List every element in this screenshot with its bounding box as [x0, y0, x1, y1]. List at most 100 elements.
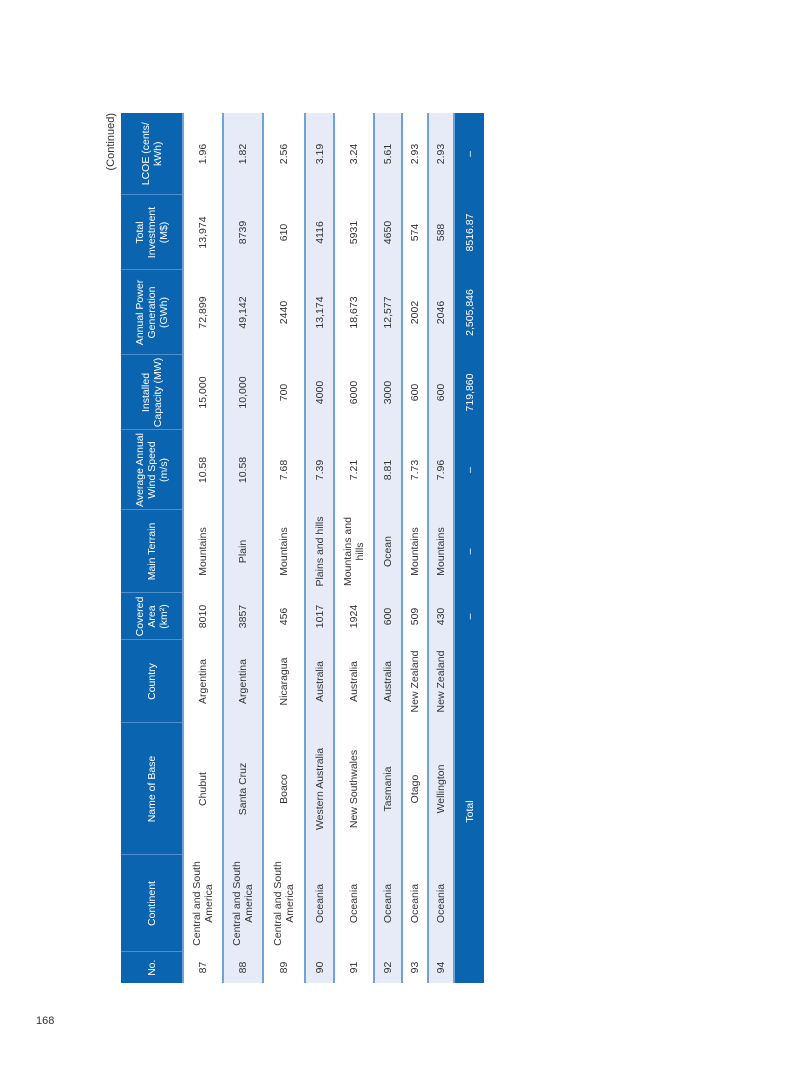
table-cell: 8739 [223, 195, 263, 270]
wind-bases-table: No. Continent Name of Base Country Covered A… [121, 113, 484, 983]
table-cell: 13,174 [305, 270, 334, 355]
table-cell: Mountains and hills [334, 510, 374, 593]
table-cell: 4116 [305, 195, 334, 270]
total-cell: – [454, 510, 484, 593]
table-cell: Western Australia [305, 723, 334, 855]
table-cell: 89 [263, 952, 305, 983]
table-cell: 15,000 [183, 355, 223, 430]
table-cell: Argentina [223, 640, 263, 723]
table-cell: Oceania [334, 855, 374, 952]
table-cell: 2002 [402, 270, 428, 355]
table-cell: 6000 [334, 355, 374, 430]
table-cell: 2.93 [402, 113, 428, 195]
column-header: No. [121, 952, 183, 983]
table-cell: Australia [305, 640, 334, 723]
column-header: Installed Capacity (MW) [121, 355, 183, 430]
table-cell: 3000 [374, 355, 402, 430]
table-cell: 5931 [334, 195, 374, 270]
table-cell: Mountains [402, 510, 428, 593]
table-cell: Oceania [428, 855, 454, 952]
table-cell: Argentina [183, 640, 223, 723]
table-cell: Tasmania [374, 723, 402, 855]
table-cell: 509 [402, 593, 428, 640]
table-cell: 600 [374, 593, 402, 640]
table-cell: 7.39 [305, 430, 334, 510]
table-cell: 10.58 [183, 430, 223, 510]
table-cell: 18,673 [334, 270, 374, 355]
continued-label: (Continued) [105, 113, 117, 171]
table-cell: 1924 [334, 593, 374, 640]
total-row: Total – – –719,860 2,505,846 8516.87– [454, 113, 484, 983]
table-cell: 1017 [305, 593, 334, 640]
table-cell: 93 [402, 952, 428, 983]
total-cell: – [454, 593, 484, 640]
table-cell: Mountains [183, 510, 223, 593]
column-header: Main Terrain [121, 510, 183, 593]
table-row: 90 Oceania Western Australia Australia 1017 P… [305, 113, 334, 983]
table-cell: 430 [428, 593, 454, 640]
total-cell: 2,505,846 [454, 270, 484, 355]
table-cell: 2046 [428, 270, 454, 355]
table-cell: Plains and hills [305, 510, 334, 593]
table-cell: 72,899 [183, 270, 223, 355]
page-number: 168 [36, 1015, 55, 1027]
table-cell: 600 [402, 355, 428, 430]
table-cell: 456 [263, 593, 305, 640]
table-row: 94 Oceania Wellington New Zealand 430 Mountai… [428, 113, 454, 983]
table-cell: Santa Cruz [223, 723, 263, 855]
table-cell: 2.93 [428, 113, 454, 195]
table-cell: 7.73 [402, 430, 428, 510]
table-cell: 92 [374, 952, 402, 983]
table-cell: 588 [428, 195, 454, 270]
table-cell: 3.19 [305, 113, 334, 195]
table-cell: 88 [223, 952, 263, 983]
table-cell: Central and South America [263, 855, 305, 952]
column-header: Continent [121, 855, 183, 952]
table-cell: 13,974 [183, 195, 223, 270]
table-cell: 8010 [183, 593, 223, 640]
column-header: Average Annual Wind Speed (m/s) [121, 430, 183, 510]
table-cell: 3857 [223, 593, 263, 640]
table-cell: 8.81 [374, 430, 402, 510]
table-cell: 49,142 [223, 270, 263, 355]
total-cell: 719,860 [454, 355, 484, 430]
table-cell: 600 [428, 355, 454, 430]
table-cell: 1.82 [223, 113, 263, 195]
table-cell: Central and South America [183, 855, 223, 952]
table-cell: 7.68 [263, 430, 305, 510]
table-cell: 7.21 [334, 430, 374, 510]
table-cell: Central and South America [223, 855, 263, 952]
table-row: 87 Central and South America Chubut Argenti… [183, 113, 223, 983]
table-cell: 12,577 [374, 270, 402, 355]
table-cell: Australia [334, 640, 374, 723]
table-cell: 90 [305, 952, 334, 983]
header-row: No. Continent Name of Base Country Covered A… [121, 113, 183, 983]
table-cell: 87 [183, 952, 223, 983]
table-cell: 94 [428, 952, 454, 983]
table-row: 88 Central and South America Santa Cruz Arg… [223, 113, 263, 983]
table-cell: Otago [402, 723, 428, 855]
column-header: LCOE (cents/ kWh) [121, 113, 183, 195]
table-row: 89 Central and South America Boaco Nicaragu… [263, 113, 305, 983]
table-cell: 1.96 [183, 113, 223, 195]
table-cell: 610 [263, 195, 305, 270]
table-cell: Ocean [374, 510, 402, 593]
table-row: 92 Oceania Tasmania Australia 600 Ocean 8.81 30… [374, 113, 402, 983]
table-cell: Wellington [428, 723, 454, 855]
total-cell: – [454, 430, 484, 510]
table-cell: New Southwales [334, 723, 374, 855]
table-cell: 2440 [263, 270, 305, 355]
column-header: Annual Power Generation (GWh) [121, 270, 183, 355]
total-cell: 8516.87 [454, 195, 484, 270]
table-row: 93 Oceania Otago New Zealand 509 Mountains 7.7… [402, 113, 428, 983]
column-header: Country [121, 640, 183, 723]
table-cell: Oceania [402, 855, 428, 952]
table-cell: Mountains [263, 510, 305, 593]
table-cell: Chubut [183, 723, 223, 855]
table-cell: 700 [263, 355, 305, 430]
table-cell: Oceania [305, 855, 334, 952]
table-cell: 10,000 [223, 355, 263, 430]
total-cell: – [454, 113, 484, 195]
table-cell: 91 [334, 952, 374, 983]
total-label: Total [454, 640, 484, 983]
